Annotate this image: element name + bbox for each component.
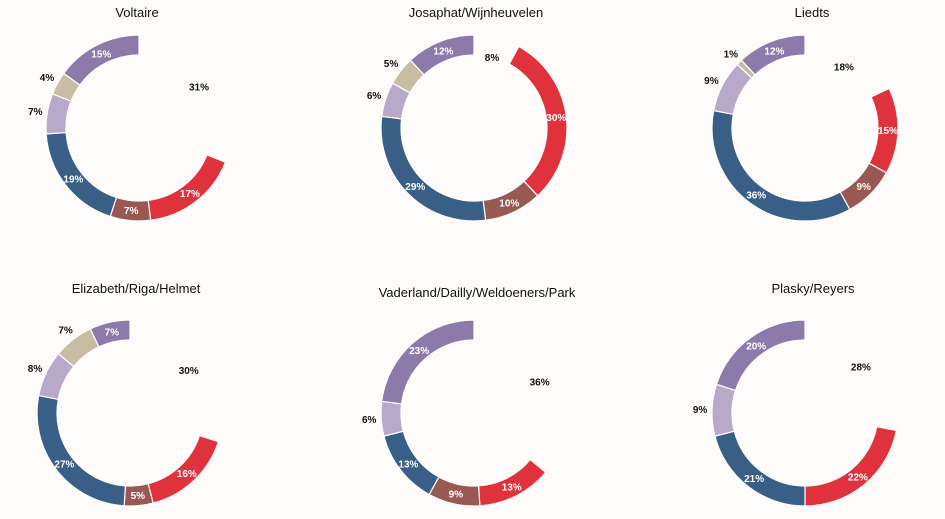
- slice-label: 19%: [63, 174, 83, 185]
- slice-label: 17%: [180, 189, 200, 200]
- donut-slice-purple: [715, 319, 806, 392]
- slice-label: 6%: [362, 415, 377, 426]
- slice-label: 7%: [58, 326, 73, 337]
- slice-label: 7%: [105, 328, 120, 339]
- slice-label: 8%: [28, 364, 43, 375]
- chart-title: Josaphat/Wijnheuvelen: [409, 5, 543, 20]
- slice-label: 29%: [405, 182, 425, 193]
- slice-label: 5%: [384, 59, 399, 70]
- slice-label: 18%: [834, 62, 854, 73]
- slice-label: 28%: [851, 362, 871, 373]
- slice-label: 1%: [724, 49, 739, 60]
- donut-slice-navy: [714, 430, 806, 507]
- slice-label: 7%: [28, 107, 43, 118]
- slice-label: 30%: [179, 366, 199, 377]
- donut-panel-plasky-reyers: Plasky/Reyers 28% 22% 21% 9% 20%: [693, 281, 898, 507]
- donut-panel-voltaire: Voltaire 31% 17% 7% 19% 7% 4% 15%: [28, 5, 227, 222]
- slice-label: 36%: [746, 191, 766, 202]
- slice-label: 5%: [131, 491, 146, 502]
- slice-label: 15%: [878, 126, 898, 137]
- donut-slice-lilac: [380, 400, 405, 437]
- donut-panel-elizabeth-riga-helmet: Elizabeth/Riga/Helmet 30% 16% 5% 27% 8% 7% 7%: [28, 281, 220, 507]
- slice-label: 13%: [398, 459, 418, 470]
- slice-label: 20%: [746, 341, 766, 352]
- donut-slice-purple: [740, 34, 806, 76]
- donut-panel-vaderland-dailly-weldoeners-park: Vaderland/Dailly/Weldoeners/Park 36% 13% 9%…: [362, 285, 576, 507]
- chart-title: Plasky/Reyers: [771, 281, 855, 296]
- donut-slice-red: [804, 425, 898, 507]
- chart-title: Voltaire: [115, 5, 158, 20]
- chart-title: Liedts: [795, 5, 830, 20]
- slice-label: 16%: [177, 469, 197, 480]
- slice-label: 12%: [433, 46, 453, 57]
- slice-label: 27%: [54, 459, 74, 470]
- donut-slice-purple: [89, 319, 131, 348]
- slice-label: 22%: [848, 473, 868, 484]
- slice-label: 7%: [124, 206, 139, 217]
- donut-slice-navy: [711, 109, 851, 222]
- slice-label: 8%: [485, 53, 500, 64]
- donut-slice-purple: [381, 319, 475, 405]
- slice-label: 4%: [40, 73, 55, 84]
- slice-label: 31%: [189, 83, 209, 94]
- chart-title: Vaderland/Dailly/Weldoeners/Park: [379, 285, 576, 300]
- slice-label: 23%: [409, 346, 429, 357]
- donut-slice-navy: [36, 394, 127, 507]
- slice-label: 6%: [367, 91, 382, 102]
- slice-label: 30%: [546, 113, 566, 124]
- donut-slice-lilac: [711, 383, 737, 437]
- donut-panel-josaphat-wijnheuvelen: Josaphat/Wijnheuvelen 8% 30% 10% 29% 6% 5% 12%: [367, 5, 568, 222]
- slice-label: 15%: [91, 50, 111, 61]
- donut-slice-navy: [380, 115, 487, 222]
- donut-panel-liedts: Liedts 18% 15% 9% 36% 9% 1% 12%: [704, 5, 899, 222]
- slice-label: 36%: [530, 378, 550, 389]
- slice-label: 9%: [693, 405, 708, 416]
- slice-label: 9%: [856, 182, 871, 193]
- donut-slice-red: [147, 154, 227, 221]
- slice-label: 9%: [704, 76, 719, 87]
- slice-label: 21%: [744, 474, 764, 485]
- slice-label: 12%: [764, 46, 784, 57]
- slice-label: 13%: [502, 483, 522, 494]
- slice-label: 9%: [449, 490, 464, 501]
- donut-slice-purple: [409, 34, 475, 76]
- chart-title: Elizabeth/Riga/Helmet: [72, 281, 201, 296]
- slice-label: 10%: [499, 199, 519, 210]
- donut-slice-purple: [62, 34, 140, 86]
